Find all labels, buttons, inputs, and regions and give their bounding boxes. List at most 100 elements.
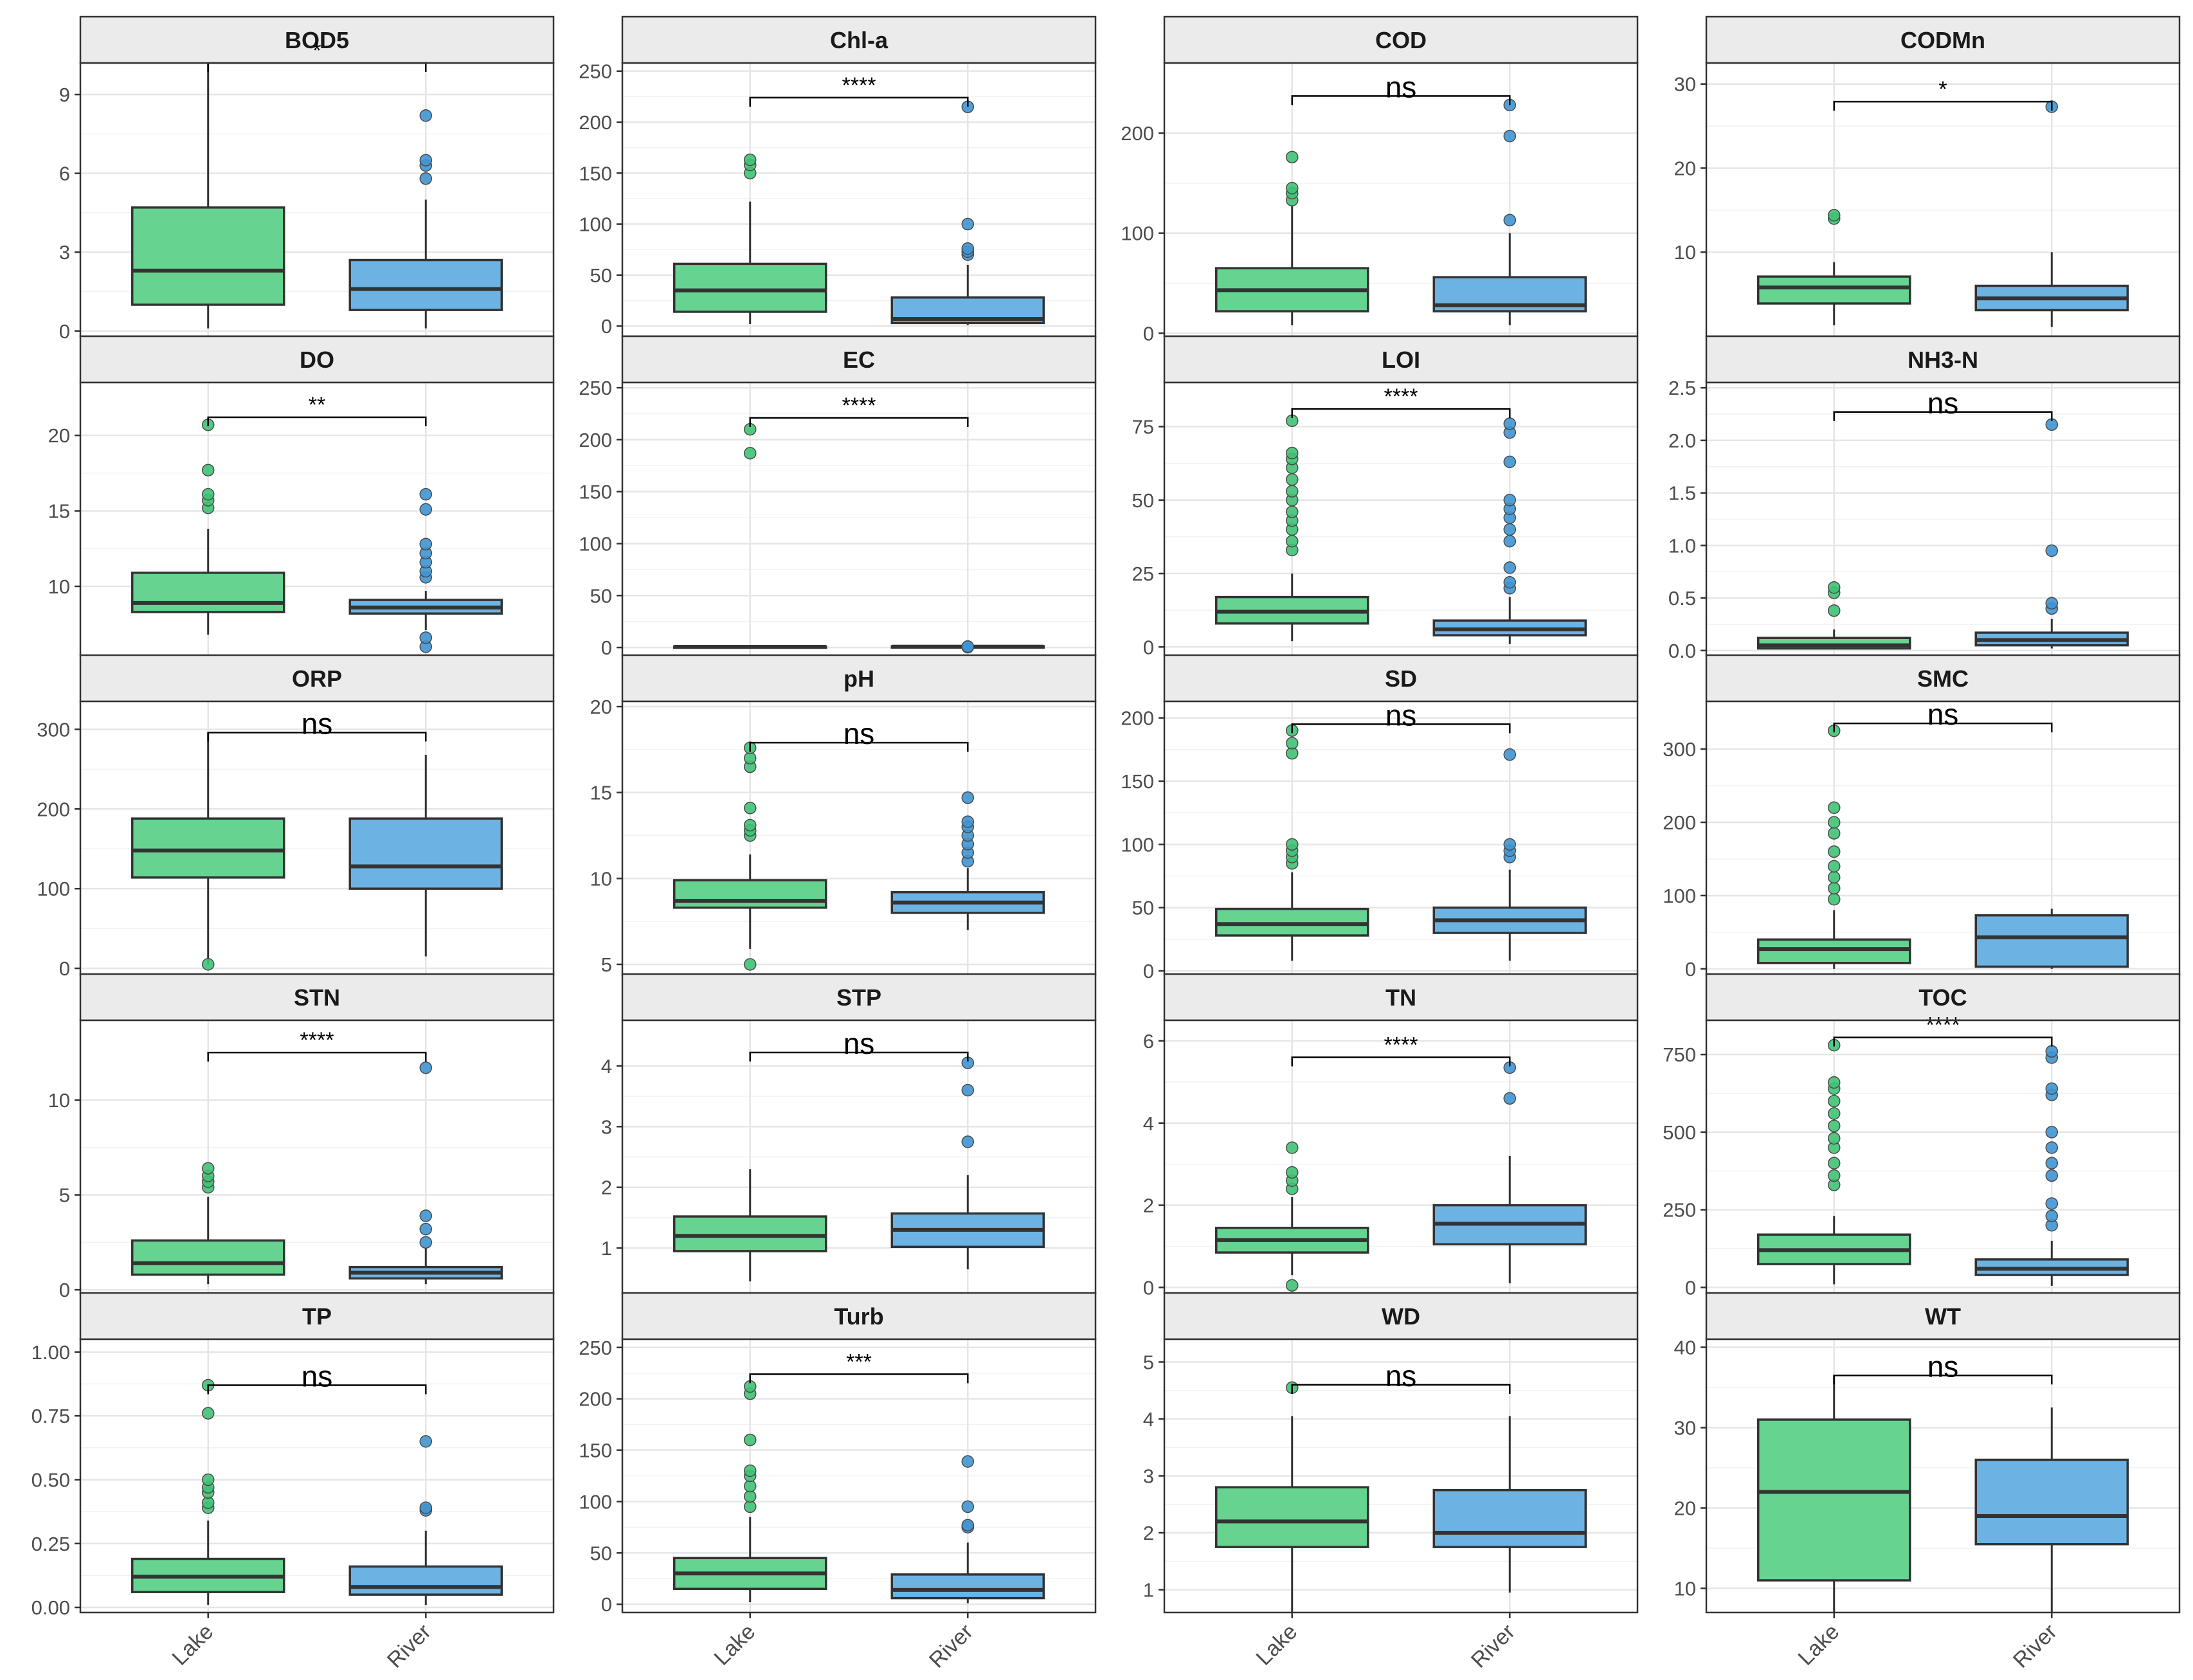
panel-strip bbox=[621, 335, 1097, 384]
outlier-point bbox=[961, 1135, 975, 1148]
y-tick-label: 1 bbox=[601, 1237, 612, 1260]
y-tick-label: 250 bbox=[579, 377, 612, 399]
y-tick-label: 200 bbox=[579, 429, 612, 451]
panel-strip bbox=[79, 654, 555, 703]
outlier-point bbox=[1827, 827, 1841, 840]
outlier-point bbox=[1285, 838, 1299, 851]
y-tick-label: 0 bbox=[1143, 322, 1154, 345]
box-river bbox=[348, 1565, 503, 1596]
y-tick-label: 0.0 bbox=[1668, 640, 1696, 662]
y-tick-label: 4 bbox=[601, 1055, 612, 1078]
outlier-point bbox=[1503, 455, 1517, 469]
y-tick-label: 300 bbox=[1663, 738, 1696, 761]
panel-title: BOD5 bbox=[285, 27, 349, 53]
significance-label: **** bbox=[1384, 1033, 1418, 1058]
box-lake bbox=[1756, 938, 1911, 964]
significance-label: **** bbox=[842, 73, 876, 98]
outlier-point bbox=[2045, 597, 2059, 610]
panel-tp: TP 0.00 0.25 0.50 0.75 1.00 ns Lake River bbox=[32, 1292, 555, 1673]
plot-background bbox=[622, 701, 1096, 975]
outlier-point bbox=[1503, 748, 1517, 761]
y-tick-label: 100 bbox=[1663, 885, 1696, 907]
panel-strip bbox=[1705, 335, 2181, 384]
panel-strip bbox=[1705, 15, 2181, 64]
panel-do: DO 10 15 20 ** bbox=[48, 335, 555, 657]
y-tick-label: 0 bbox=[1143, 636, 1154, 658]
y-tick-label: 0 bbox=[1143, 960, 1154, 982]
outlier-point bbox=[1503, 129, 1517, 143]
outlier-point bbox=[1827, 871, 1841, 884]
outlier-point bbox=[2045, 1169, 2059, 1182]
significance-label: ns bbox=[1927, 386, 1959, 420]
y-tick-label: 250 bbox=[1663, 1199, 1696, 1222]
outlier-point bbox=[1827, 1094, 1841, 1108]
y-tick-label: 0.75 bbox=[32, 1405, 70, 1427]
panel-title: ORP bbox=[292, 665, 342, 692]
y-tick-label: 100 bbox=[579, 1490, 612, 1513]
y-tick-label: 500 bbox=[1663, 1121, 1696, 1144]
panel-strip bbox=[1163, 973, 1639, 1022]
panel-title: Chl-a bbox=[830, 27, 889, 53]
panel-title: SD bbox=[1385, 665, 1417, 692]
y-tick-label: 1.0 bbox=[1668, 534, 1696, 557]
y-tick-label: 300 bbox=[37, 718, 70, 741]
outlier-point bbox=[1827, 1132, 1841, 1145]
y-tick-label: 2.5 bbox=[1668, 377, 1696, 399]
panel-title: STN bbox=[294, 984, 340, 1011]
outlier-point bbox=[743, 1464, 757, 1477]
significance-bracket bbox=[749, 417, 969, 427]
outlier-point bbox=[961, 640, 975, 653]
y-tick-label: 100 bbox=[37, 878, 70, 900]
outlier-point bbox=[1285, 150, 1299, 164]
y-tick-label: 200 bbox=[579, 1388, 612, 1411]
y-tick-label: 1 bbox=[1143, 1579, 1154, 1602]
box-lake bbox=[1756, 1418, 1911, 1582]
y-tick-label: 2 bbox=[1143, 1195, 1154, 1217]
outlier-point bbox=[419, 1209, 433, 1222]
panel-title: LOI bbox=[1382, 347, 1420, 373]
box-lake bbox=[131, 572, 285, 613]
box-river bbox=[1432, 1488, 1587, 1548]
outlier-point bbox=[2045, 544, 2059, 557]
significance-bracket bbox=[1833, 1036, 2053, 1047]
y-tick-label: 2.0 bbox=[1668, 429, 1696, 452]
y-tick-label: 15 bbox=[590, 782, 612, 804]
y-tick-label: 150 bbox=[579, 1440, 612, 1462]
outlier-point bbox=[201, 464, 215, 476]
y-tick-label: 30 bbox=[1674, 73, 1696, 96]
outlier-point bbox=[1827, 1119, 1841, 1132]
outlier-point bbox=[1503, 213, 1517, 227]
y-tick-label: 0 bbox=[59, 957, 70, 980]
y-tick-label: 0 bbox=[601, 315, 612, 338]
outlier-point bbox=[419, 172, 433, 185]
significance-bracket bbox=[749, 1051, 969, 1062]
outlier-point bbox=[2045, 1157, 2059, 1170]
y-tick-label: 200 bbox=[579, 111, 612, 134]
y-tick-label: 200 bbox=[37, 798, 70, 820]
box-river bbox=[890, 1573, 1045, 1600]
outlier-point bbox=[1827, 1076, 1841, 1089]
outlier-point bbox=[1285, 181, 1299, 195]
significance-bracket bbox=[207, 732, 427, 742]
y-tick-label: 3 bbox=[601, 1115, 612, 1138]
y-tick-label: 50 bbox=[590, 584, 612, 607]
significance-label: **** bbox=[1926, 1013, 1960, 1038]
significance-label: * bbox=[1938, 77, 1947, 102]
outlier-point bbox=[419, 488, 433, 501]
significance-bracket bbox=[1291, 408, 1511, 419]
panel-strip bbox=[621, 973, 1097, 1022]
outlier-point bbox=[743, 818, 757, 832]
y-tick-label: 100 bbox=[579, 532, 612, 555]
y-tick-label: 1.5 bbox=[1668, 482, 1696, 505]
significance-label: ns bbox=[844, 1027, 875, 1060]
outlier-point bbox=[1827, 881, 1841, 895]
significance-bracket bbox=[749, 741, 969, 752]
y-tick-label: 40 bbox=[1674, 1337, 1696, 1359]
panel-toc: TOC 0 250 500 750 **** bbox=[1663, 973, 2181, 1299]
panel-wd: WD 1 2 3 4 5 ns Lake River bbox=[1143, 1292, 1639, 1673]
y-tick-label: 1.00 bbox=[32, 1341, 70, 1364]
outlier-point bbox=[961, 791, 975, 804]
y-tick-label: 10 bbox=[1674, 241, 1696, 264]
panel-stn: STN 0 5 10 **** bbox=[48, 973, 555, 1301]
